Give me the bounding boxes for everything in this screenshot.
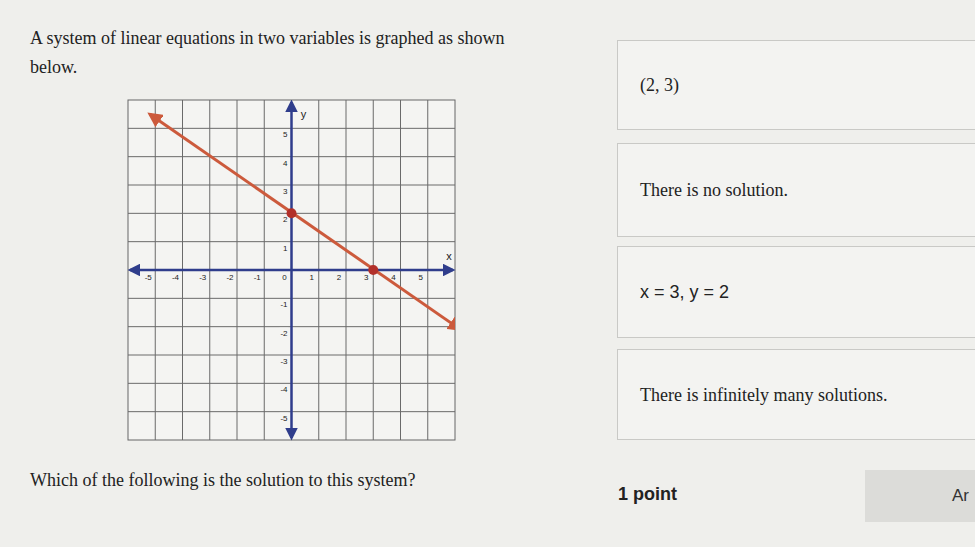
x-tick-label: -2	[226, 273, 234, 282]
tick-label-bg	[252, 272, 261, 281]
y-axis	[290, 102, 293, 438]
y-tick-label: -2	[280, 329, 288, 338]
answer-text[interactable]: (2, 3)	[640, 75, 679, 96]
intro-text: A system of linear equations in two vari…	[30, 24, 550, 82]
tick-label-bg	[280, 186, 289, 195]
y-tick-label: -1	[280, 300, 288, 309]
y-tick-label: 2	[283, 215, 288, 224]
answer-text[interactable]: x = 3, y = 2	[640, 282, 729, 303]
y-tick-label: 5	[283, 130, 288, 139]
graph: -5-4-3-2-1012345-5-4-3-2-112345xy	[0, 0, 975, 547]
tick-label-bg	[416, 272, 425, 281]
tick-label-bg	[171, 272, 180, 281]
button-label[interactable]: Ar	[952, 486, 969, 506]
tick-label-bg	[280, 413, 289, 422]
y-tick-label: 3	[283, 187, 288, 196]
tick-label-bg	[280, 384, 289, 393]
tick-label-bg	[280, 272, 289, 281]
x-tick-label: 5	[419, 273, 424, 282]
x-tick-label: 3	[364, 273, 369, 282]
x-tick-label: 2	[337, 273, 342, 282]
x-tick-label: 1	[310, 273, 315, 282]
x-tick-label: -1	[254, 273, 262, 282]
y-tick-label: 1	[283, 244, 288, 253]
x-axis-label: x	[446, 250, 452, 262]
tick-label-bg	[334, 272, 343, 281]
tick-label-bg	[225, 272, 234, 281]
y-tick-label: -5	[280, 414, 288, 423]
answer-option[interactable]: x = 3, y = 2	[617, 246, 975, 338]
plot-frame	[128, 100, 455, 440]
point	[287, 208, 297, 218]
y-tick-label: -3	[280, 357, 288, 366]
y-tick-label: 4	[283, 159, 288, 168]
question-text: Which of the following is the solution t…	[30, 470, 415, 491]
tick-label-bg	[280, 243, 289, 252]
tick-label-bg	[361, 272, 370, 281]
answer-option[interactable]: There is infinitely many solutions.	[617, 349, 975, 440]
grid-line-x	[291, 100, 292, 440]
x-tick-label: -5	[145, 273, 153, 282]
tick-label-bg	[143, 272, 152, 281]
tick-label-bg	[280, 299, 289, 308]
answer-option[interactable]: There is no solution.	[617, 143, 975, 237]
data-group	[150, 114, 455, 329]
point	[368, 265, 378, 275]
tick-label-bg	[280, 356, 289, 365]
y-axis-label: y	[301, 108, 307, 120]
line	[150, 114, 455, 329]
tick-label-bg	[280, 328, 289, 337]
answer-option[interactable]: (2, 3)	[617, 40, 975, 130]
x-tick-label: 0	[282, 273, 287, 282]
points-label: 1 point	[618, 484, 677, 505]
tick-label-bg	[280, 158, 289, 167]
tick-label-bg	[307, 272, 316, 281]
tick-label-bg	[198, 272, 207, 281]
y-tick-label: -4	[280, 385, 288, 394]
x-tick-label: -4	[172, 273, 180, 282]
x-tick-label: -3	[199, 273, 207, 282]
answer-text[interactable]: There is no solution.	[640, 180, 788, 201]
answer-text[interactable]: There is infinitely many solutions.	[640, 384, 887, 405]
tick-label-bg	[280, 129, 289, 138]
